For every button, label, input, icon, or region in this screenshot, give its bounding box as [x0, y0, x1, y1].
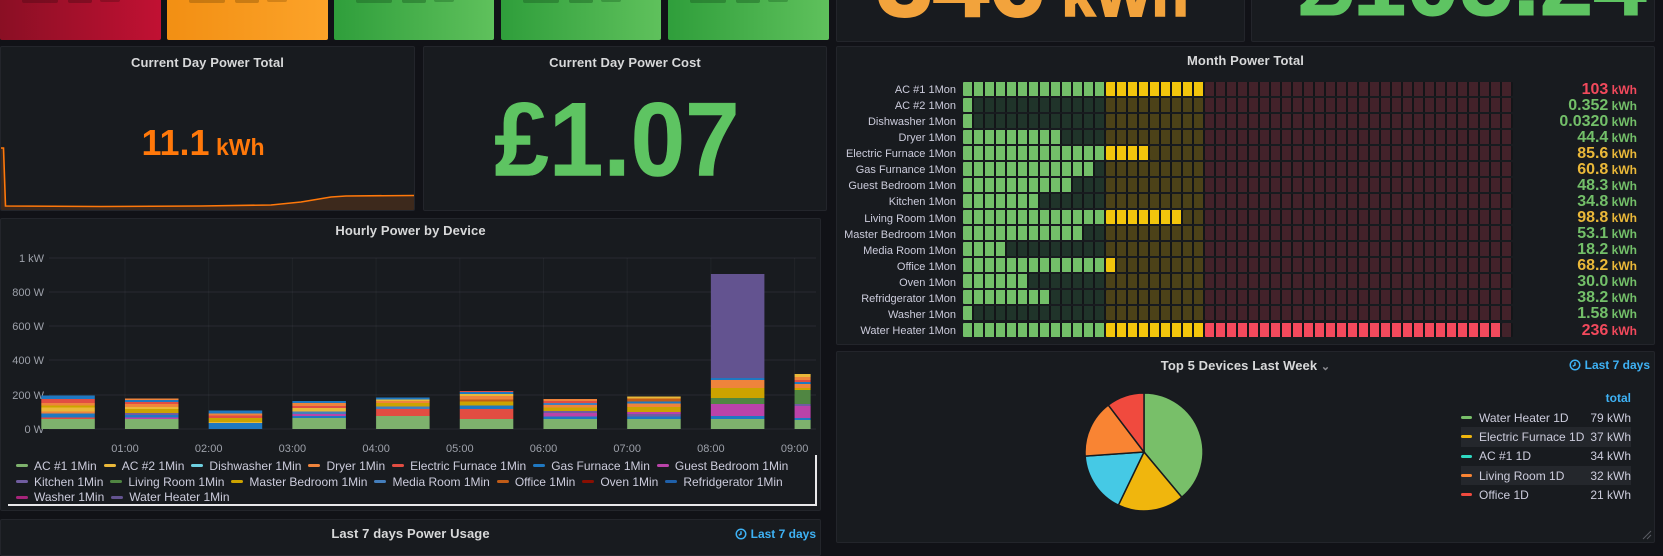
svg-text:08:00: 08:00 — [697, 443, 725, 455]
svg-text:200 W: 200 W — [12, 390, 44, 402]
svg-text:07:00: 07:00 — [613, 443, 641, 455]
svg-text:09:00: 09:00 — [781, 443, 809, 455]
svg-text:02:00: 02:00 — [195, 443, 223, 455]
svg-text:0 W: 0 W — [24, 424, 44, 436]
svg-text:1 kW: 1 kW — [19, 253, 45, 265]
svg-text:600 W: 600 W — [12, 321, 44, 333]
svg-text:400 W: 400 W — [12, 355, 44, 367]
svg-text:03:00: 03:00 — [279, 443, 307, 455]
svg-text:06:00: 06:00 — [530, 443, 558, 455]
svg-text:04:00: 04:00 — [362, 443, 390, 455]
svg-text:05:00: 05:00 — [446, 443, 474, 455]
svg-text:01:00: 01:00 — [111, 443, 139, 455]
svg-text:800 W: 800 W — [12, 287, 44, 299]
